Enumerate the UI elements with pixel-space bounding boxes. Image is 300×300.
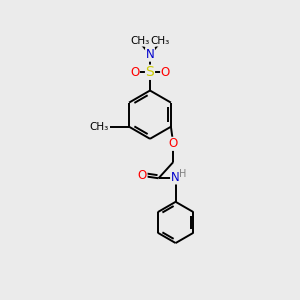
Text: O: O [138,169,147,182]
Text: CH₃: CH₃ [89,122,109,132]
Text: O: O [169,137,178,150]
Text: CH₃: CH₃ [130,36,149,46]
Text: O: O [161,66,170,79]
Text: N: N [171,171,179,184]
Text: H: H [179,169,187,179]
Text: CH₃: CH₃ [151,36,170,46]
Text: O: O [130,66,139,79]
Text: N: N [146,48,154,61]
Text: S: S [146,65,154,79]
